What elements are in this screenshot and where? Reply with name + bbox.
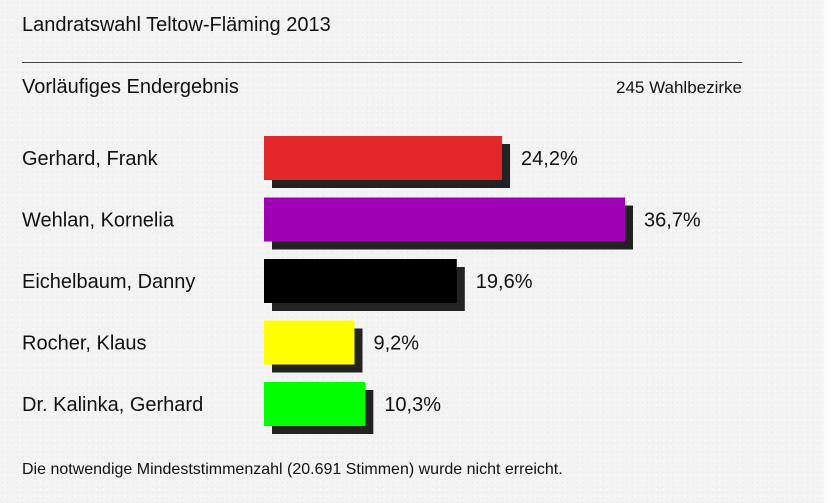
value-label: 19,6% bbox=[476, 271, 533, 293]
bar bbox=[264, 136, 503, 180]
bar bbox=[264, 259, 457, 303]
category-label: Gerhard, Frank bbox=[22, 148, 159, 170]
value-label: 10,3% bbox=[384, 394, 441, 416]
category-label: Rocher, Klaus bbox=[22, 333, 147, 355]
divider bbox=[22, 62, 742, 63]
bar bbox=[264, 320, 355, 365]
chart-subtitle: Vorläufiges Endergebnis bbox=[22, 76, 239, 98]
bar bbox=[264, 382, 366, 426]
bar bbox=[264, 197, 625, 242]
category-label: Eichelbaum, Danny bbox=[22, 271, 195, 293]
category-label: Dr. Kalinka, Gerhard bbox=[22, 394, 203, 416]
value-label: 9,2% bbox=[373, 333, 419, 355]
page-edge bbox=[821, 0, 833, 503]
value-label: 24,2% bbox=[521, 148, 578, 170]
page-title: Landratswahl Teltow-Fläming 2013 bbox=[22, 14, 331, 36]
category-label: Wehlan, Kornelia bbox=[22, 210, 175, 232]
districts-count: 245 Wahlbezirke bbox=[616, 78, 742, 97]
value-label: 36,7% bbox=[644, 210, 701, 232]
footnote: Die notwendige Mindeststimmenzahl (20.69… bbox=[22, 461, 563, 478]
